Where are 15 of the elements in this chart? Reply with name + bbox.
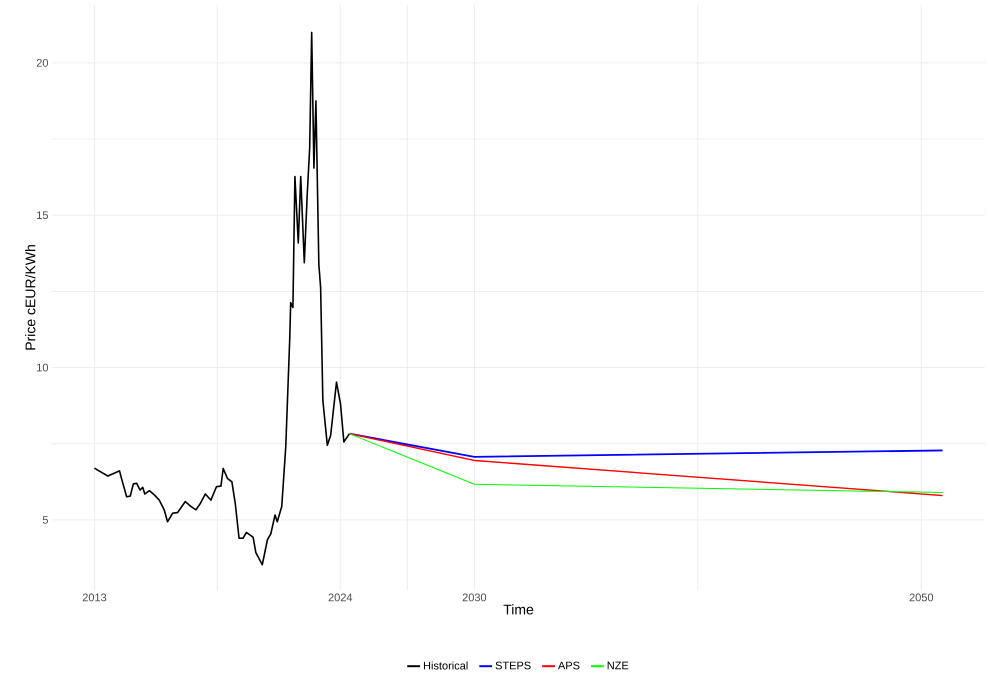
legend-label: Historical xyxy=(424,661,468,670)
y-tick-label: 10 xyxy=(37,364,48,372)
y-tick-label: 15 xyxy=(37,211,48,220)
x-tick-label: 2030 xyxy=(462,594,486,602)
legend-label: NZE xyxy=(608,662,628,670)
x-tick-label: 2050 xyxy=(910,594,934,602)
y-tick-label: 5 xyxy=(42,516,48,524)
x-tick-label: 2013 xyxy=(82,594,106,602)
x-tick-label: 2024 xyxy=(328,594,352,602)
y-axis-title: Price cEUR/KWh xyxy=(25,245,36,350)
legend-label: STEPS xyxy=(496,662,531,670)
legend-label: APS xyxy=(558,662,580,670)
x-axis-title: Time xyxy=(504,604,534,614)
line-series xyxy=(94,32,350,566)
y-tick-label: 20 xyxy=(36,59,48,67)
